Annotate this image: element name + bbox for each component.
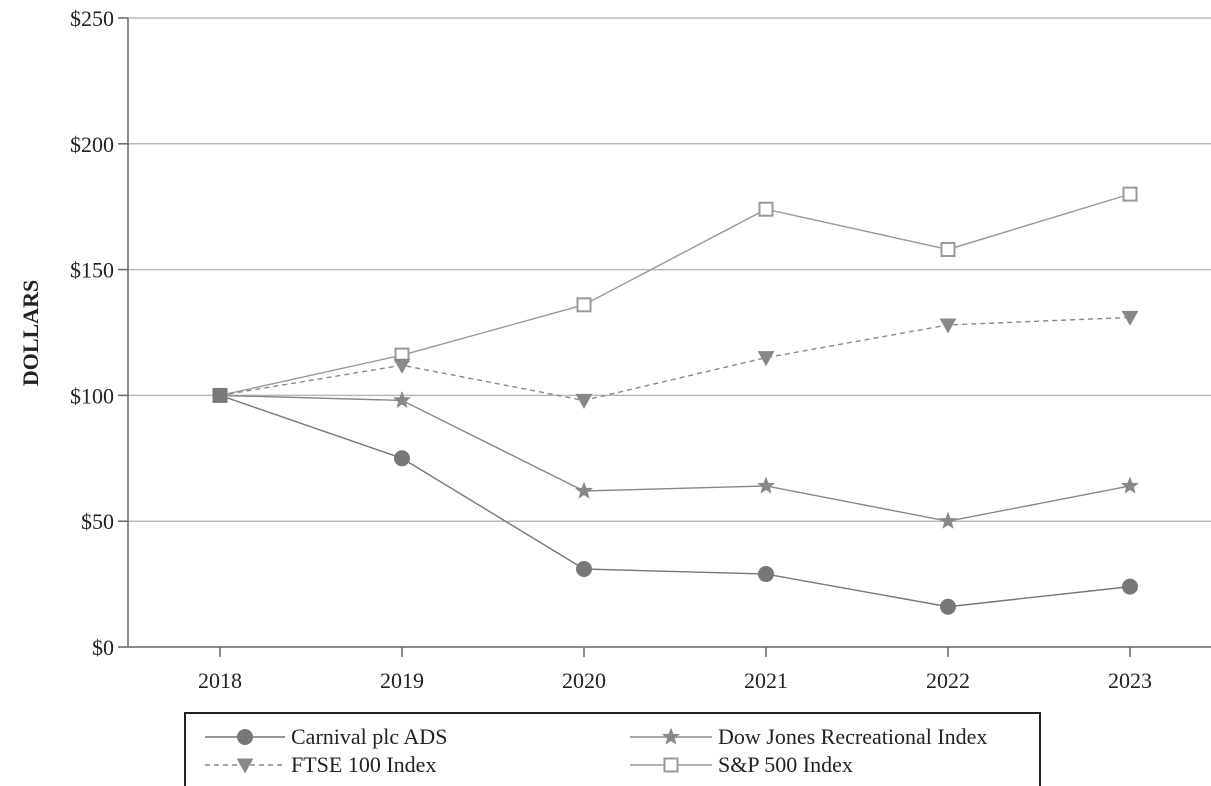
series-line <box>219 394 1131 608</box>
legend-label: Carnival plc ADS <box>291 724 447 749</box>
series-line <box>219 316 1131 402</box>
data-point <box>940 241 956 257</box>
x-tick-label: 2021 <box>744 668 788 693</box>
series-line <box>219 193 1131 397</box>
y-tick-label: $0 <box>92 635 114 660</box>
data-point <box>575 393 593 409</box>
legend-item: Dow Jones Recreational Index <box>630 724 987 749</box>
axes: $0 $50 $100 $150 $200 $250 2018 2019 2020 2021 202… <box>18 6 1211 693</box>
x-tick-label: 2020 <box>562 668 606 693</box>
data-point <box>757 351 775 367</box>
legend-label: FTSE 100 Index <box>291 752 436 777</box>
data-point <box>576 561 592 578</box>
data-point <box>1122 186 1138 202</box>
data-point <box>576 297 592 313</box>
series-layer <box>212 186 1139 615</box>
legend-marker <box>663 757 679 773</box>
gridlines <box>128 17 1211 522</box>
data-point <box>1122 578 1138 595</box>
legend-marker <box>236 758 254 774</box>
data-point <box>393 391 411 409</box>
legend-marker <box>662 727 680 745</box>
y-axis-label: DOLLARS <box>18 280 43 386</box>
x-tick-label: 2023 <box>1108 668 1152 693</box>
x-tick-label: 2019 <box>380 668 424 693</box>
data-point <box>393 358 411 374</box>
data-point <box>940 598 956 615</box>
y-tick-label: $100 <box>70 383 114 408</box>
legend-marker <box>237 729 253 745</box>
x-tick-label: 2018 <box>198 668 242 693</box>
legend-item: Carnival plc ADS <box>205 724 447 749</box>
legend-item: S&P 500 Index <box>630 752 853 777</box>
legend-label: S&P 500 Index <box>718 752 853 777</box>
legend-box <box>184 712 1041 786</box>
y-tick-label: $50 <box>81 509 114 534</box>
legend-item: FTSE 100 Index <box>205 752 436 777</box>
data-point <box>758 201 774 217</box>
data-point <box>757 476 775 494</box>
x-tick-label: 2022 <box>926 668 970 693</box>
data-point <box>394 450 410 467</box>
series-line <box>219 394 1131 522</box>
data-point <box>212 387 228 403</box>
y-tick-label: $150 <box>70 258 114 283</box>
data-point <box>939 318 957 334</box>
data-point <box>1121 310 1139 326</box>
data-point <box>758 566 774 583</box>
y-tick-label: $200 <box>70 132 114 157</box>
data-point <box>1121 476 1139 494</box>
data-point <box>939 511 957 529</box>
data-point <box>575 481 593 499</box>
legend-label: Dow Jones Recreational Index <box>718 724 987 749</box>
legend: Carnival plc ADS Dow Jones Recreational I… <box>184 712 1041 786</box>
y-tick-label: $250 <box>70 6 114 31</box>
